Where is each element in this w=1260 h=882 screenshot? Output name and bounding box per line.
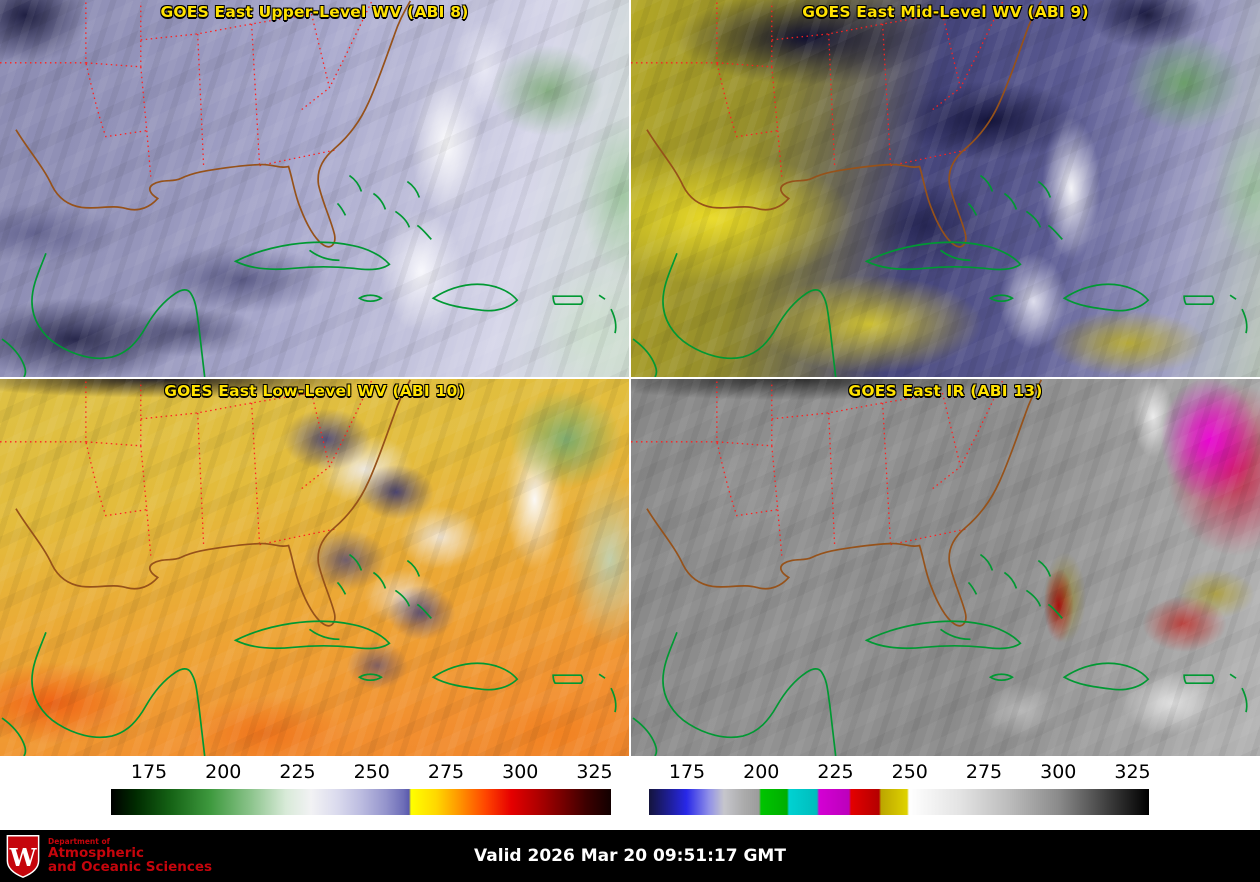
tick-label: 175 [668,761,706,783]
tick-label: 200 [205,761,242,783]
colorbar-row: 175 200 225 250 275 300 325 175 200 225 … [0,756,1260,830]
uw-crest-icon: W [6,835,40,878]
ir-colorbar: 175 200 225 250 275 300 325 [649,760,1151,815]
tick-label: 225 [279,761,316,783]
satellite-image-abi9 [631,0,1260,377]
panel-grid: GOES East Upper-Level WV (ABI 8) GOES Ea… [0,0,1260,756]
panel-ir: GOES East IR (ABI 13) [631,379,1260,756]
tick-label: 250 [891,761,928,783]
tick-label: 300 [1040,761,1077,783]
logo-line-2: and Oceanic Sciences [48,858,213,875]
ir-colorbar-gradient [649,789,1149,815]
wv-colorbar-ticks: 175 200 225 250 275 300 325 [111,760,613,786]
panel-title-abi13: GOES East IR (ABI 13) [848,382,1043,400]
tick-label: 250 [353,761,390,783]
tick-label: 275 [427,761,465,783]
ir-colorbar-ticks: 175 200 225 250 275 300 325 [649,760,1151,786]
tick-label: 275 [965,761,1003,783]
tick-label: 300 [502,761,539,783]
panel-low-level-wv: GOES East Low-Level WV (ABI 10) [0,379,629,756]
valid-time: Valid 2026 Mar 20 09:51:17 GMT [474,846,786,866]
map-overlay [631,0,1248,377]
panel-title-abi10: GOES East Low-Level WV (ABI 10) [164,382,465,400]
satellite-image-abi13 [631,379,1260,756]
satellite-image-abi10 [0,379,629,756]
wv-colorbar: 175 200 225 250 275 300 325 [111,760,613,815]
map-overlay [0,379,617,756]
panel-title-abi8: GOES East Upper-Level WV (ABI 8) [160,3,469,21]
crest-letter: W [9,844,38,872]
map-overlay [0,0,617,377]
tick-label: 325 [576,761,613,783]
uw-aos-logo: W Department of Atmospheric and Oceanic … [4,833,212,879]
panel-upper-level-wv: GOES East Upper-Level WV (ABI 8) [0,0,629,377]
logo-line-1: Atmospheric [48,844,144,861]
map-overlay [631,379,1248,756]
panel-mid-level-wv: GOES East Mid-Level WV (ABI 9) [631,0,1260,377]
footer-bar: W Department of Atmospheric and Oceanic … [0,830,1260,882]
satellite-image-abi8 [0,0,629,377]
logo-text: Department of Atmospheric and Oceanic Sc… [48,836,213,875]
tick-label: 200 [743,761,780,783]
panel-title-abi9: GOES East Mid-Level WV (ABI 9) [802,3,1089,21]
wv-colorbar-gradient [111,789,611,815]
logo-dept-line: Department of [48,836,110,846]
tick-label: 175 [130,761,168,783]
tick-label: 325 [1114,761,1151,783]
tick-label: 225 [817,761,854,783]
